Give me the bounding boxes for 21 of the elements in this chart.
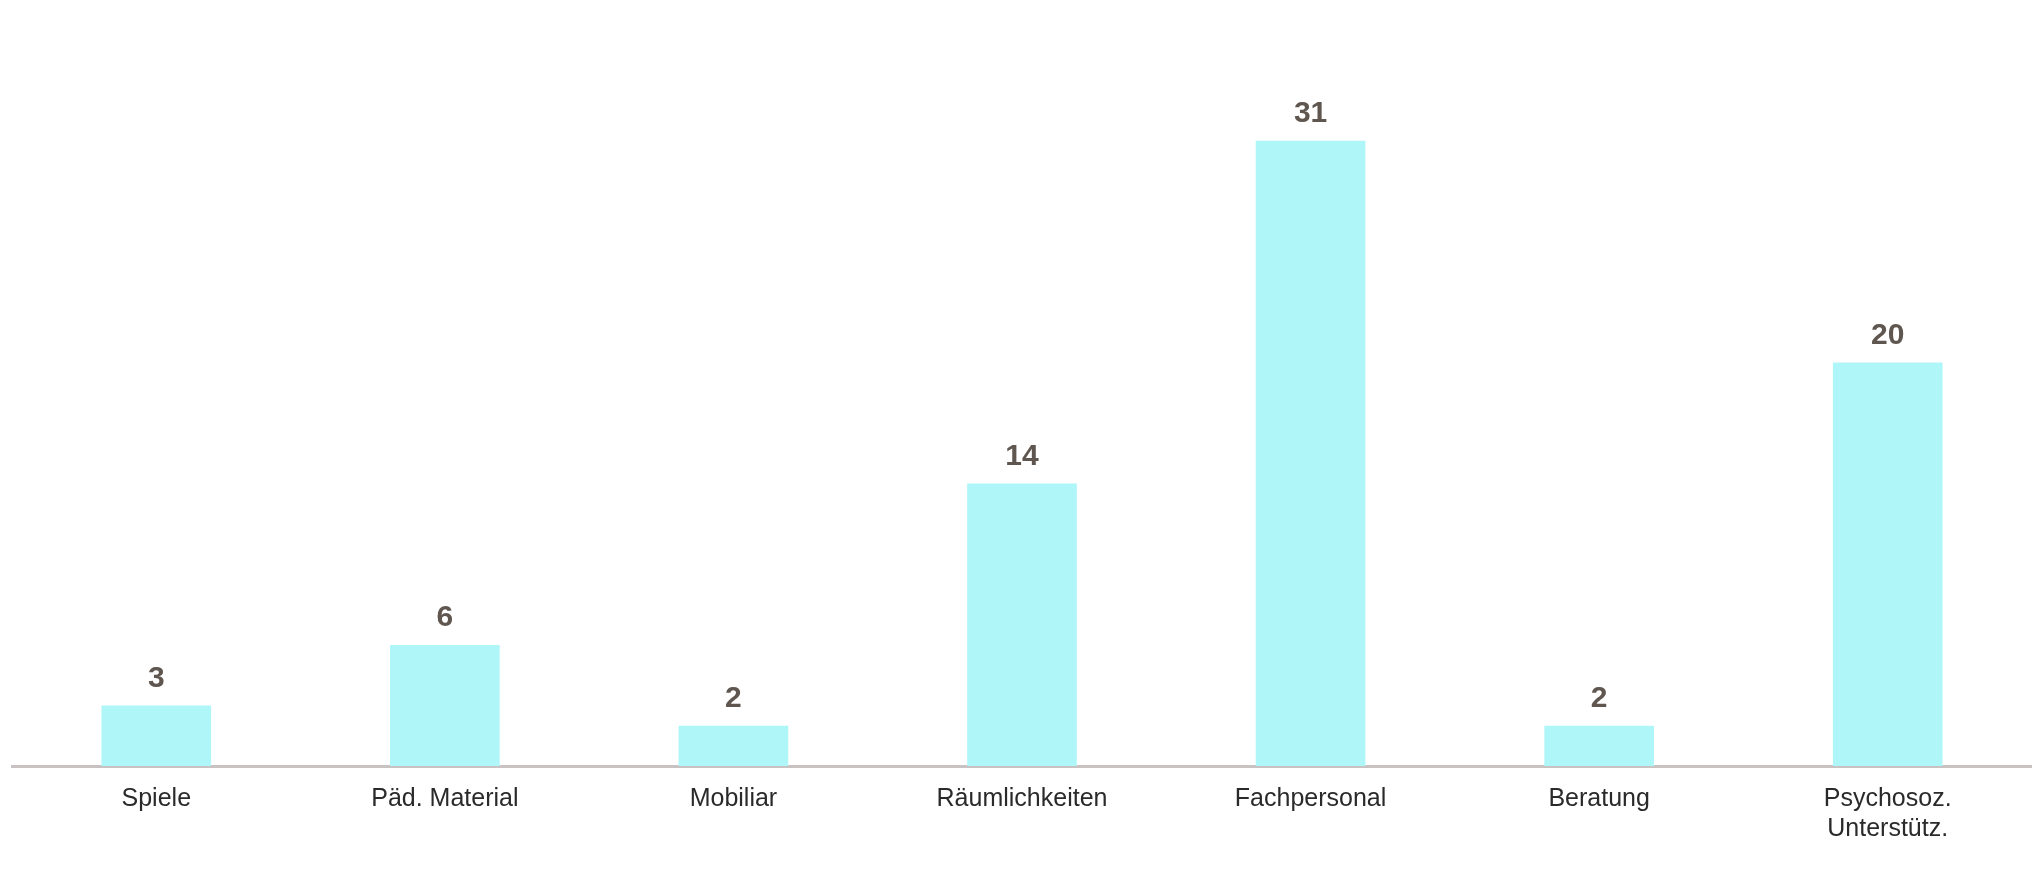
bar: [1544, 725, 1654, 766]
bar: [390, 644, 500, 766]
x-tick-label: Päd. Material: [371, 782, 519, 811]
x-tick-label: Fachpersonal: [1234, 782, 1387, 811]
data-label: 2: [725, 679, 742, 713]
bar: [678, 725, 789, 766]
bar: [101, 705, 212, 766]
data-label: 14: [1005, 437, 1039, 471]
x-tick-label: Psychosoz. Unterstütz.: [1823, 782, 1952, 841]
data-label: 20: [1871, 316, 1905, 350]
data-label: 2: [1590, 679, 1608, 713]
bar: [1832, 362, 1943, 766]
data-label: 31: [1293, 94, 1328, 128]
x-tick-label: Mobiliar: [689, 782, 778, 811]
data-label: 6: [436, 599, 454, 633]
x-tick-label: Spiele: [121, 782, 192, 811]
x-tick-label: Beratung: [1548, 782, 1650, 811]
bar: [967, 483, 1077, 766]
data-label: 3: [147, 659, 165, 693]
bar: [1255, 140, 1366, 766]
x-tick-label: Räumlichkeiten: [936, 782, 1108, 811]
